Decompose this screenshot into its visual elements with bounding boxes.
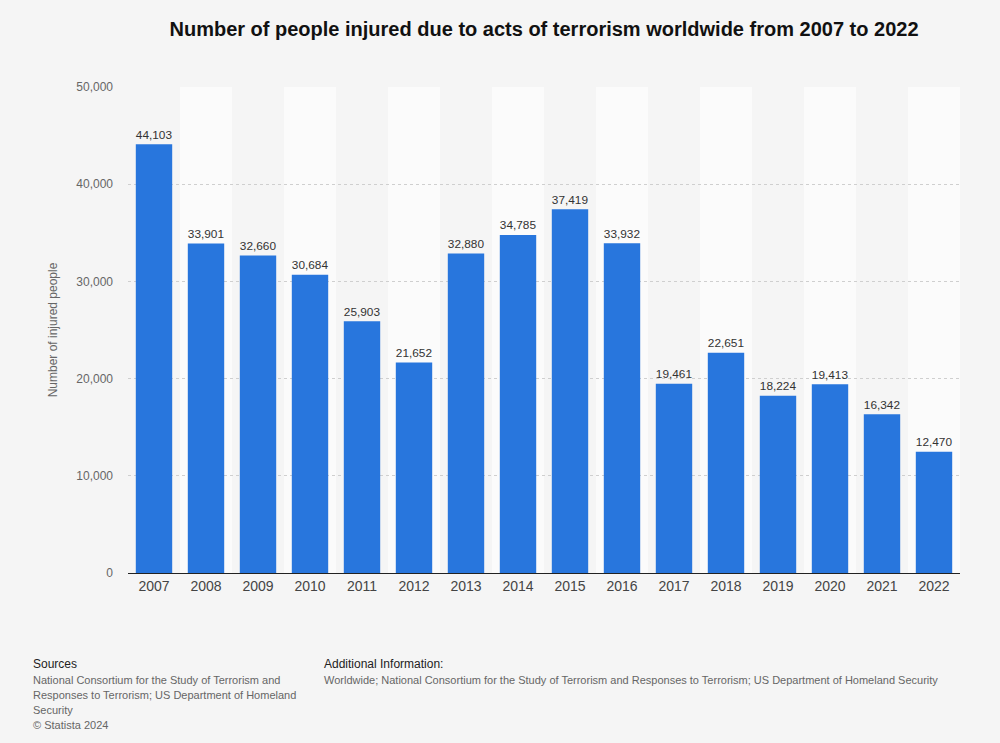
svg-text:2008: 2008 (190, 578, 221, 594)
svg-text:50,000: 50,000 (76, 80, 113, 94)
svg-text:0: 0 (106, 566, 113, 580)
html-text:Worldwide; National Consortium: Worldwide; National Consortium for the S… (324, 674, 938, 686)
svg-text:2013: 2013 (450, 578, 481, 594)
svg-text:2011: 2011 (347, 578, 377, 594)
svg-text:2007: 2007 (138, 578, 169, 594)
svg-text:30,000: 30,000 (76, 275, 113, 289)
svg-text:2009: 2009 (242, 578, 273, 594)
svg-text:44,103: 44,103 (136, 128, 173, 142)
svg-text:2019: 2019 (762, 578, 793, 594)
svg-text:22,651: 22,651 (708, 336, 744, 350)
html-text:Sources: Sources (33, 657, 77, 671)
svg-text:Number of injured people: Number of injured people (46, 262, 60, 397)
html-text:Additional Information:: Additional Information: (324, 657, 444, 671)
svg-text:10,000: 10,000 (76, 469, 113, 483)
svg-text:2018: 2018 (710, 578, 741, 594)
svg-text:2020: 2020 (814, 578, 845, 594)
svg-text:18,224: 18,224 (760, 379, 797, 393)
svg-text:2022: 2022 (918, 578, 949, 594)
svg-text:2016: 2016 (606, 578, 637, 594)
svg-text:19,413: 19,413 (812, 368, 849, 382)
html-text:© Statista 2024: © Statista 2024 (33, 719, 109, 731)
svg-text:2012: 2012 (398, 578, 429, 594)
svg-text:12,470: 12,470 (916, 435, 953, 449)
svg-text:2014: 2014 (502, 578, 533, 594)
svg-text:32,660: 32,660 (240, 239, 277, 253)
svg-text:2017: 2017 (658, 578, 689, 594)
svg-text:21,652: 21,652 (396, 346, 432, 360)
svg-text:20,000: 20,000 (76, 372, 113, 386)
svg-text:Number of people injured due t: Number of people injured due to acts of … (169, 18, 918, 40)
svg-text:2021: 2021 (866, 578, 897, 594)
svg-text:2015: 2015 (554, 578, 585, 594)
svg-text:34,785: 34,785 (500, 218, 537, 232)
svg-text:2010: 2010 (294, 578, 325, 594)
svg-text:33,901: 33,901 (188, 227, 224, 241)
svg-text:40,000: 40,000 (76, 177, 113, 191)
svg-text:30,684: 30,684 (292, 258, 329, 272)
html-text:National Consortium for the St: National Consortium for the Study of Ter… (33, 674, 297, 716)
svg-text:19,461: 19,461 (656, 367, 692, 381)
svg-text:25,903: 25,903 (344, 305, 381, 319)
svg-text:33,932: 33,932 (604, 227, 640, 241)
svg-text:16,342: 16,342 (864, 398, 900, 412)
svg-text:32,880: 32,880 (448, 237, 485, 251)
svg-text:37,419: 37,419 (552, 193, 589, 207)
